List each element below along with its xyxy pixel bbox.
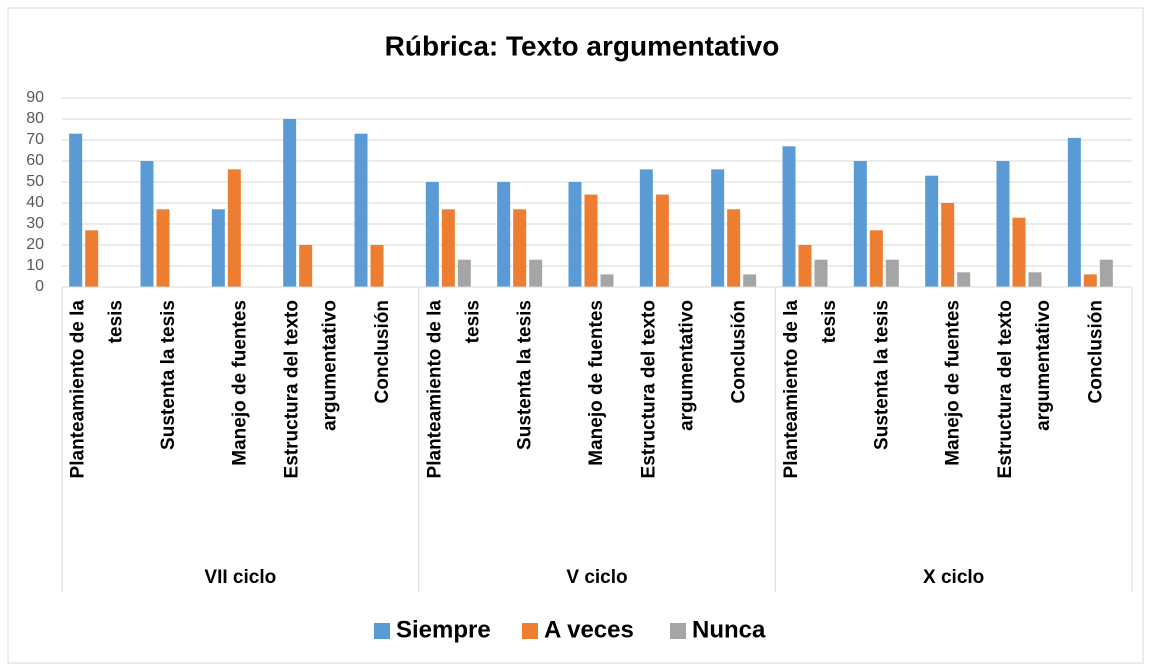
bar (1067, 137, 1081, 287)
x-tick-label: Manejo de fuentes (943, 300, 964, 466)
x-tick-label-line: argumentativo (676, 300, 697, 431)
bar (457, 259, 471, 287)
bar (140, 161, 154, 287)
x-tick-label: Manejo de fuentes (586, 300, 607, 466)
x-tick-label: Planteamiento de la tesis (781, 300, 840, 479)
x-tick-label: Estructura del texto argumentativo (282, 300, 341, 478)
x-tick-label-line: argumentativo (1033, 300, 1054, 431)
y-tick-label: 70 (26, 131, 44, 148)
bar (1083, 274, 1097, 287)
bar (798, 245, 812, 287)
x-tick-label-line: Sustenta la tesis (515, 300, 536, 450)
chart-frame (7, 7, 1144, 664)
x-tick-label-line: Planteamiento de la (424, 300, 445, 479)
x-tick-label: Conclusión (372, 300, 393, 403)
x-tick-label-line: argumentativo (320, 300, 341, 431)
x-tick-label-line: Conclusión (372, 300, 393, 403)
x-tick-label-line: Estructura del texto (995, 300, 1016, 478)
x-tick-label-line: Manejo de fuentes (229, 300, 250, 466)
x-tick-label-line: Conclusión (1085, 300, 1106, 403)
x-tick-label-line: tesis (462, 300, 483, 343)
x-tick-label: Planteamiento de la tesis (424, 300, 483, 479)
bar (1012, 217, 1026, 287)
x-tick-label: Manejo de fuentes (229, 300, 250, 466)
group-label: X ciclo (923, 567, 984, 588)
y-tick-label: 90 (26, 89, 44, 106)
y-tick-label: 0 (35, 278, 44, 295)
x-tick-label-line: tesis (106, 300, 127, 343)
bar (69, 133, 83, 287)
group-label: VII ciclo (204, 567, 276, 588)
bar (283, 119, 297, 287)
bar (743, 274, 757, 287)
bar (1028, 272, 1042, 287)
group-label: V ciclo (566, 567, 627, 588)
x-tick-label: Conclusión (729, 300, 750, 403)
bar (869, 230, 883, 287)
bar (529, 259, 543, 287)
x-tick-label: Estructura del texto argumentativo (638, 300, 697, 478)
bar (227, 169, 241, 287)
y-tick-label: 20 (26, 236, 44, 253)
x-tick-label-line: Estructura del texto (282, 300, 303, 478)
x-tick-label: Estructura del texto argumentativo (995, 300, 1054, 478)
y-tick-label: 40 (26, 194, 44, 211)
x-tick-label-line: Sustenta la tesis (871, 300, 892, 450)
x-tick-label: Conclusión (1085, 300, 1106, 403)
x-tick-label-line: Planteamiento de la (68, 300, 89, 479)
bar (655, 194, 669, 287)
bar (568, 182, 582, 287)
x-tick-label-line: Sustenta la tesis (158, 300, 179, 450)
legend-label: Nunca (692, 616, 766, 643)
bar (814, 259, 828, 287)
bar (600, 274, 614, 287)
bar (885, 259, 899, 287)
x-tick-label-line: Planteamiento de la (781, 300, 802, 479)
bar (211, 209, 225, 287)
bar (584, 194, 598, 287)
bar (441, 209, 455, 287)
bar (354, 133, 368, 287)
x-tick-label-line: tesis (819, 300, 840, 343)
bar (497, 182, 511, 287)
bar (941, 203, 955, 287)
legend-label: Siempre (396, 616, 491, 643)
bar (925, 175, 939, 287)
bar (85, 230, 99, 287)
legend-swatch (670, 623, 686, 639)
bar (711, 169, 725, 287)
x-tick-label: Sustenta la tesis (871, 300, 892, 450)
bar (996, 161, 1010, 287)
x-tick-label: Sustenta la tesis (515, 300, 536, 450)
y-tick-label: 10 (26, 257, 44, 274)
x-tick-label-line: Conclusión (729, 300, 750, 403)
bar (156, 209, 170, 287)
bar (1099, 259, 1113, 287)
bar (957, 272, 971, 287)
legend-label: A veces (544, 616, 634, 643)
bar (370, 245, 384, 287)
x-tick-label: Sustenta la tesis (158, 300, 179, 450)
bar (639, 169, 653, 287)
chart-title: Rúbrica: Texto argumentativo (385, 30, 780, 61)
bar (299, 245, 313, 287)
legend-swatch (522, 623, 538, 639)
bar (782, 146, 796, 287)
x-tick-label-line: Manejo de fuentes (943, 300, 964, 466)
y-tick-label: 60 (26, 152, 44, 169)
x-tick-label: Planteamiento de la tesis (68, 300, 127, 479)
bar (513, 209, 527, 287)
legend-swatch (374, 623, 390, 639)
x-tick-label-line: Estructura del texto (638, 300, 659, 478)
bar (425, 182, 439, 287)
y-tick-label: 80 (26, 110, 44, 127)
y-tick-label: 50 (26, 173, 44, 190)
x-tick-label-line: Manejo de fuentes (586, 300, 607, 466)
bar (853, 161, 867, 287)
bar (727, 209, 741, 287)
y-tick-label: 30 (26, 215, 44, 232)
